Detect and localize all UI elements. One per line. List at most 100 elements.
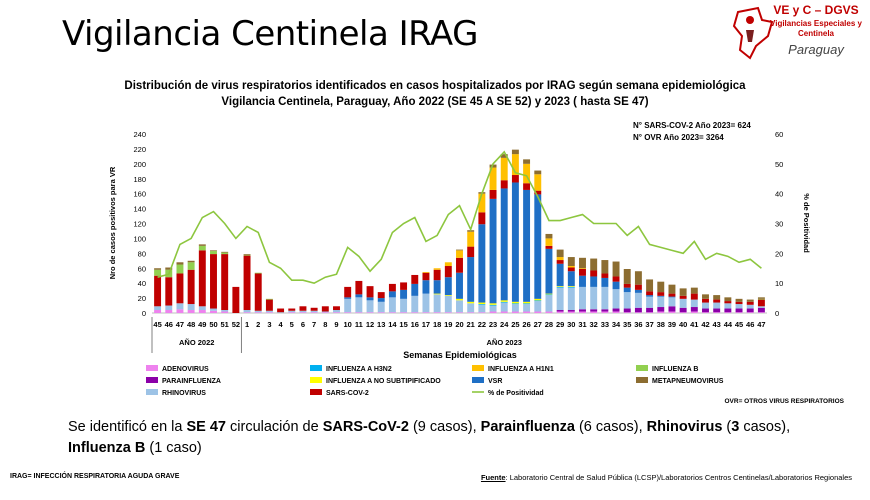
bar-segment <box>154 269 162 276</box>
bar-segment <box>523 303 531 305</box>
bar-segment <box>176 309 184 313</box>
bar-segment <box>299 310 307 313</box>
bar-segment <box>545 295 553 312</box>
x-tick-label: 37 <box>645 320 653 329</box>
bar-segment <box>500 300 508 302</box>
bar-segment <box>579 309 586 312</box>
bar-segment <box>299 312 307 313</box>
bar-segment <box>623 312 631 313</box>
bar-segment <box>657 307 665 312</box>
footer-source: Fuente: Laboratorio Central de Salud Púb… <box>480 473 852 482</box>
bar-segment <box>735 304 743 309</box>
bar-segment <box>601 260 609 274</box>
bar-segment <box>489 189 497 199</box>
bar-segment <box>679 307 687 313</box>
x-tick-label: 20 <box>455 320 463 329</box>
y2-tick-label: 10 <box>775 279 783 288</box>
bar-segment <box>668 293 676 297</box>
bar-segment <box>377 312 385 313</box>
x-tick-label: 9 <box>334 320 338 329</box>
bar-segment <box>545 293 553 295</box>
bar-segment <box>388 291 396 298</box>
bar-segment <box>623 308 631 313</box>
bar-segment <box>556 310 564 312</box>
bar-segment <box>489 305 497 312</box>
x-tick-label: 6 <box>301 320 305 329</box>
x-tick-label: 45 <box>735 320 743 329</box>
bar-segment <box>500 154 508 158</box>
bar-segment <box>634 292 642 308</box>
bar-segment <box>210 310 217 313</box>
bar-segment <box>567 267 575 272</box>
bar-segment <box>690 307 698 312</box>
bar-segment <box>534 174 542 191</box>
y2-tick-label: 60 <box>775 130 783 139</box>
bar-segment <box>433 269 441 281</box>
bar-segment <box>478 304 486 313</box>
bar-segment <box>500 180 508 189</box>
legend-swatch <box>146 389 158 395</box>
legend-label: % de Positividad <box>488 390 544 397</box>
bar-segment <box>366 300 374 313</box>
bar-segment <box>545 294 553 296</box>
bar-segment <box>511 301 519 304</box>
bar-segment <box>623 283 631 288</box>
bar-segment <box>523 311 531 313</box>
paraguay-map-logo-icon: VE y C – DGVS Vigilancias Especiales y C… <box>732 3 863 60</box>
bar-segment <box>254 272 262 274</box>
bar-segment <box>221 254 229 311</box>
bar-segment <box>388 312 396 313</box>
bar-segment <box>735 312 743 313</box>
legend-swatch <box>146 377 158 383</box>
bar-segment <box>713 299 721 303</box>
bar-segment <box>500 301 508 303</box>
bar-segment <box>545 248 553 294</box>
bar-segment <box>456 272 463 299</box>
bar-segment <box>556 263 564 287</box>
bar-segment <box>489 304 497 306</box>
bar-segment <box>556 249 564 258</box>
bar-segment <box>746 299 754 302</box>
positivity-line-path <box>157 150 762 285</box>
bar-segment <box>310 312 318 313</box>
y2-tick-label: 40 <box>775 190 783 199</box>
bar-segment <box>601 309 609 312</box>
bar-segment <box>634 307 642 313</box>
bar-segment <box>344 286 352 298</box>
bar-segment <box>243 312 251 313</box>
bar-segment <box>511 303 519 305</box>
x-tick-label: 16 <box>411 320 419 329</box>
year-group-label: AÑO 2023 <box>487 338 522 347</box>
y-tick-label: 240 <box>133 130 146 139</box>
bar-segment <box>634 284 642 290</box>
bar-segment <box>511 149 519 155</box>
bar-segment <box>400 282 408 290</box>
bar-segment <box>310 307 318 311</box>
x-tick-label: 18 <box>433 320 441 329</box>
bar-segment <box>456 249 463 251</box>
x-tick-label: 51 <box>221 320 229 329</box>
bar-segment <box>579 286 586 310</box>
bar-segment <box>478 224 486 303</box>
x-tick-label: 35 <box>623 320 631 329</box>
bar-segment <box>567 271 575 287</box>
bar-segment <box>657 311 665 313</box>
bar-segment <box>757 297 765 299</box>
x-tick-label: 5 <box>290 320 294 329</box>
bar-segment <box>444 262 452 267</box>
bar-segment <box>757 312 765 313</box>
y-axis-right: 0 10 20 30 40 50 60 <box>775 130 783 318</box>
x-tick-label: 2 <box>256 320 260 329</box>
annotation-sars: N° SARS-COV-2 Año 2023= 624 <box>633 121 751 130</box>
bar-segment <box>634 312 642 313</box>
bar-segment <box>265 310 273 313</box>
y-tick-label: 20 <box>138 294 146 303</box>
x-tick-label: 32 <box>590 320 598 329</box>
x-tick-label: 24 <box>500 320 509 329</box>
bar-segment <box>355 312 363 313</box>
bar-segment <box>523 159 531 164</box>
x-tick-label: 48 <box>187 320 195 329</box>
x-tick-label: 14 <box>388 320 397 329</box>
bar-segment <box>724 297 732 302</box>
bar-segment <box>590 311 598 313</box>
